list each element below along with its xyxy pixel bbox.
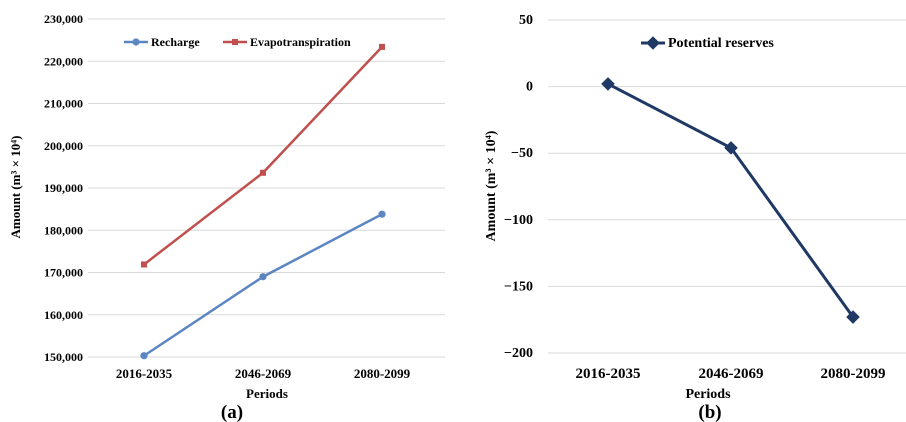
panel-b-y-tick-label: −100: [504, 213, 533, 228]
panel-a-y-tick-label: 220,000: [44, 54, 83, 68]
panel-b-y-tick-label: −200: [504, 346, 533, 361]
panel-a-series: [140, 43, 386, 360]
panel-a-label: (a): [221, 402, 243, 422]
panel-a-x-tick-label: 2046-2069: [235, 366, 292, 381]
panel-a-y-tick-label: 180,000: [44, 223, 83, 237]
panel-a-data-point: [259, 273, 267, 281]
panel-b-series-line-0: [607, 82, 855, 318]
panel-b-y-tick-label: −50: [511, 146, 533, 161]
panel-a-y-tick-label: 170,000: [44, 266, 83, 280]
panel-a-gridlines: [88, 18, 445, 358]
panel-a-x-tick-label: 2080-2099: [354, 366, 411, 381]
panel-a-y-tick-labels: 150,000 160,000 170,000 180,000 190,000 200,0…: [44, 12, 83, 364]
panel-a-y-tick-label: 230,000: [44, 12, 83, 26]
panel-a-x-axis-label: Periods: [246, 386, 288, 401]
panel-a-y-tick-label: 210,000: [44, 97, 83, 111]
panel-a-data-point: [379, 43, 385, 50]
panel-a-legend-marker: [132, 38, 140, 46]
panel-b-y-tick-label: 0: [526, 80, 533, 95]
panel-a-data-point: [140, 352, 148, 360]
panel-a-x-tick-label: 2016-2035: [116, 366, 173, 381]
panel-b-y-tick-label: −150: [504, 279, 533, 294]
panel-b-y-axis-label: Amount (m³ × 10⁴): [484, 130, 499, 241]
panel-a-y-tick-label: 160,000: [44, 308, 83, 322]
panel-a-legend-label: Recharge: [151, 35, 200, 49]
panel-b-series: [601, 77, 860, 324]
panel-a-y-tick-label: 200,000: [44, 139, 83, 153]
panel-a-y-tick-label: 190,000: [44, 181, 83, 195]
panel-b-y-tick-label: 50: [519, 13, 533, 28]
panel-b-x-tick-label: 2016-2035: [576, 366, 641, 382]
panel-a-data-point: [260, 169, 266, 176]
panel-a-data-point: [141, 261, 147, 268]
panel-b-label: (b): [698, 402, 721, 422]
panel-a-y-tick-label: 150,000: [44, 350, 83, 364]
panel-b-data-point: [724, 141, 738, 155]
panel-b-legend-marker: [646, 36, 660, 50]
panel-a-chart: 150,000 160,000 170,000 180,000 190,000 200,0…: [8, 12, 445, 422]
panel-b-x-tick-label: 2080-2099: [821, 366, 886, 382]
panel-a-legend-label: Evapotranspiration: [250, 35, 351, 49]
panel-b-gridlines: [548, 19, 906, 354]
panel-b-data-point: [601, 77, 615, 91]
panel-b-x-axis-label: Periods: [685, 387, 731, 402]
panel-b-data-point: [846, 310, 860, 324]
panel-b-x-tick-labels: 2016-2035 2046-2069 2080-2099: [576, 366, 886, 382]
panel-a-x-tick-labels: 2016-2035 2046-2069 2080-2099: [116, 366, 411, 381]
panel-b-legend: Potential reserves: [641, 36, 774, 51]
panel-b-x-tick-label: 2046-2069: [699, 366, 764, 382]
panel-a-y-axis-label: Amount (m³ × 10⁴): [8, 136, 23, 239]
panel-a-legend-marker: [232, 39, 238, 45]
panel-b-legend-label: Potential reserves: [668, 36, 774, 51]
panel-b-y-tick-labels: −200 −150 −100 −50 0 50: [504, 13, 533, 361]
panel-a-data-point: [378, 210, 386, 218]
panel-b-chart: −200 −150 −100 −50 0 50 2016-2035 2046-2069 208…: [484, 13, 906, 422]
panel-a-legend: Recharge Evapotranspiration: [124, 35, 351, 49]
